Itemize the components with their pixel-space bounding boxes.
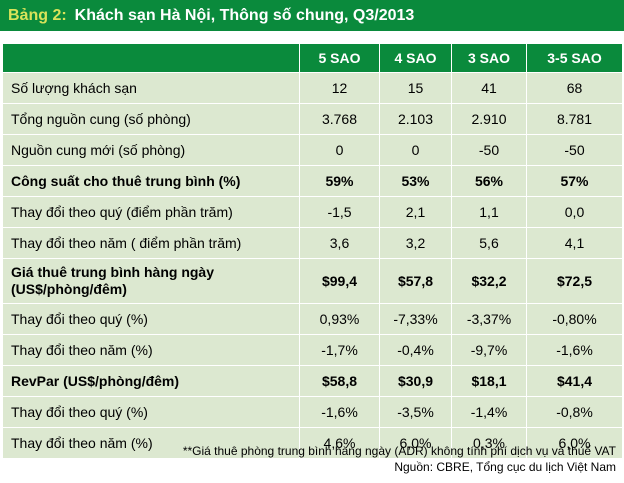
table-row: Nguồn cung mới (số phòng) 0 0 -50 -50 [2, 134, 623, 166]
cell-value: $99,4 [299, 258, 380, 304]
cell-value: $58,8 [299, 365, 380, 397]
cell-value: -0,80% [526, 303, 623, 335]
table-title-text: Khách sạn Hà Nội, Thông số chung, Q3/201… [74, 7, 415, 24]
table-row: Thay đổi theo quý (%) 0,93% -7,33% -3,37… [2, 303, 623, 335]
row-label: RevPar (US$/phòng/đêm) [2, 365, 300, 397]
cell-value: 4,1 [526, 227, 623, 259]
cell-value: 0 [379, 134, 452, 166]
cell-value: 12 [299, 72, 380, 104]
table-row: Thay đổi theo năm (%) -1,7% -0,4% -9,7% … [2, 334, 623, 366]
row-label: Thay đổi theo quý (%) [2, 396, 300, 428]
row-label-line1: Giá thuê trung bình hàng ngày [11, 264, 214, 280]
cell-value: $18,1 [451, 365, 527, 397]
cell-value: -3,37% [451, 303, 527, 335]
cell-value: 6,0% [526, 427, 623, 459]
cell-value: 59% [299, 165, 380, 197]
footnote-source: Nguồn: CBRE, Tổng cục du lịch Việt Nam [394, 460, 616, 474]
row-label: Số lượng khách sạn [2, 72, 300, 104]
cell-value: -7,33% [379, 303, 452, 335]
row-label-line2: (US$/phòng/đêm) [11, 281, 127, 297]
table-number: Bảng 2: [8, 7, 67, 24]
cell-value: 57% [526, 165, 623, 197]
header-3-5-star: 3-5 SAO [526, 43, 623, 73]
cell-value: 68 [526, 72, 623, 104]
table-row: RevPar (US$/phòng/đêm) $58,8 $30,9 $18,1… [2, 365, 623, 397]
cell-value: -1,4% [451, 396, 527, 428]
cell-value: 0,93% [299, 303, 380, 335]
cell-value: $72,5 [526, 258, 623, 304]
row-label: Thay đổi theo năm (%) [2, 427, 300, 459]
cell-value: 5,6 [451, 227, 527, 259]
row-label: Giá thuê trung bình hàng ngày (US$/phòng/… [2, 258, 300, 304]
row-label: Thay đổi theo quý (điểm phần trăm) [2, 196, 300, 228]
cell-value: -1,6% [299, 396, 380, 428]
footnote: **Giá thuê phòng trung bình hàng ngày (A… [183, 443, 616, 475]
cell-value: -1,7% [299, 334, 380, 366]
table-row: Thay đổi theo quý (%) -1,6% -3,5% -1,4% … [2, 396, 623, 428]
cell-value: -1,5 [299, 196, 380, 228]
row-label: Thay đổi theo quý (%) [2, 303, 300, 335]
cell-value: 2.910 [451, 103, 527, 135]
cell-value: -0,8% [526, 396, 623, 428]
cell-value: $32,2 [451, 258, 527, 304]
cell-value: 3,2 [379, 227, 452, 259]
row-label: Công suất cho thuê trung bình (%) [2, 165, 300, 197]
cell-value: 41 [451, 72, 527, 104]
footnote-adr-note: **Giá thuê phòng trung bình hàng ngày (A… [182, 444, 616, 458]
cell-value: -50 [526, 134, 623, 166]
cell-value: 2.103 [379, 103, 452, 135]
row-label: Thay đổi theo năm ( điểm phần trăm) [2, 227, 300, 259]
header-5-star: 5 SAO [299, 43, 380, 73]
cell-value: $41,4 [526, 365, 623, 397]
cell-value: 0 [299, 134, 380, 166]
table-row: Thay đổi theo quý (điểm phần trăm) -1,5 … [2, 196, 623, 228]
cell-value: $30,9 [379, 365, 452, 397]
cell-value: $57,8 [379, 258, 452, 304]
row-label: Tổng nguồn cung (số phòng) [2, 103, 300, 135]
table-row: Giá thuê trung bình hàng ngày (US$/phòng/… [2, 258, 623, 304]
cell-value: -9,7% [451, 334, 527, 366]
table-row: Số lượng khách sạn 12 15 41 68 [2, 72, 623, 104]
cell-value: 53% [379, 165, 452, 197]
row-label: Nguồn cung mới (số phòng) [2, 134, 300, 166]
cell-value: 8.781 [526, 103, 623, 135]
cell-value: -3,5% [379, 396, 452, 428]
header-4-star: 4 SAO [379, 43, 452, 73]
cell-value: -0,4% [379, 334, 452, 366]
cell-value: -50 [451, 134, 527, 166]
header-cell-blank [2, 43, 300, 73]
cell-value: 3.768 [299, 103, 380, 135]
table-row: Thay đổi theo năm (%) 4,6% 6,0% 0,3% 6,0… [2, 427, 623, 459]
cell-value: 1,1 [451, 196, 527, 228]
table-row: Tổng nguồn cung (số phòng) 3.768 2.103 2… [2, 103, 623, 135]
cell-value: -1,6% [526, 334, 623, 366]
cell-value: 6,0% [379, 427, 452, 459]
table-row: Công suất cho thuê trung bình (%) 59% 53… [2, 165, 623, 197]
cell-value: 56% [451, 165, 527, 197]
row-label: Thay đổi theo năm (%) [2, 334, 300, 366]
cell-value: 0,0 [526, 196, 623, 228]
cell-value: 15 [379, 72, 452, 104]
table-row: Thay đổi theo năm ( điểm phần trăm) 3,6 … [2, 227, 623, 259]
cell-value: 3,6 [299, 227, 380, 259]
cell-value: 2,1 [379, 196, 452, 228]
header-row: 5 SAO 4 SAO 3 SAO 3-5 SAO [2, 43, 623, 73]
table-title: Bảng 2: Khách sạn Hà Nội, Thông số chung,… [0, 0, 624, 31]
header-3-star: 3 SAO [451, 43, 527, 73]
hotel-stats-table: 5 SAO 4 SAO 3 SAO 3-5 SAO Số lượng khách… [2, 43, 623, 459]
